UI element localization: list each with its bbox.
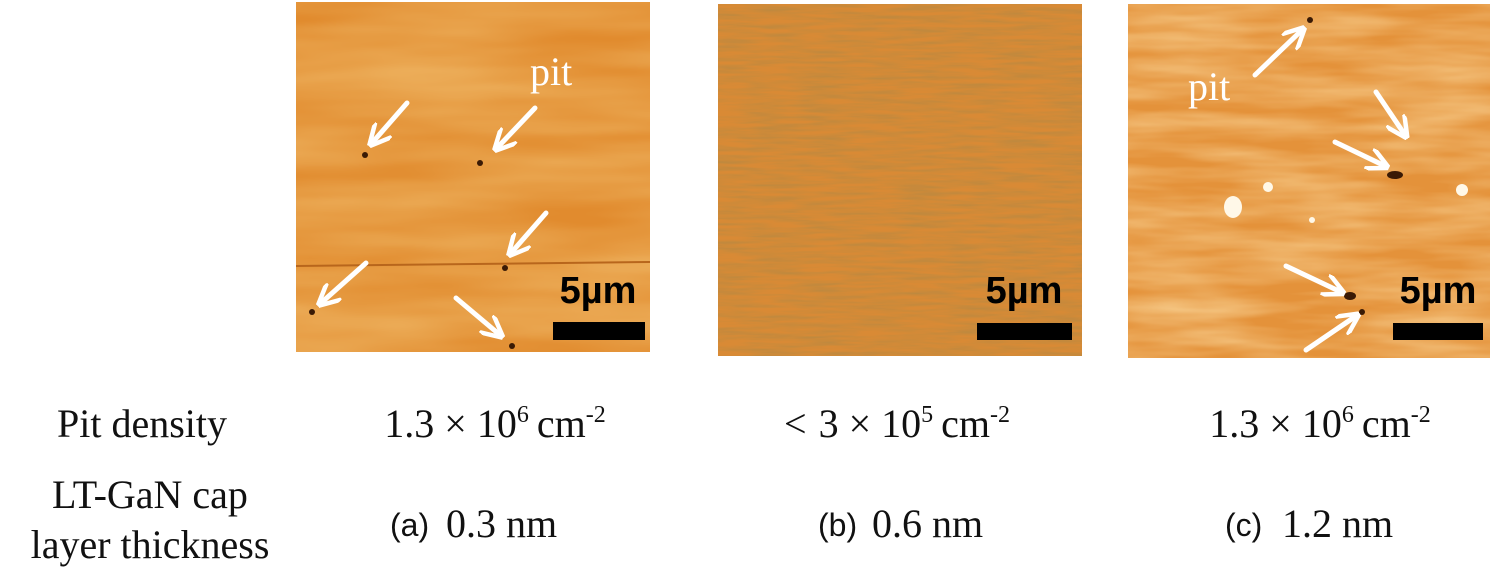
density-base: 3 × 10	[819, 401, 922, 446]
density: 1.3 × 106 cm-2	[1209, 401, 1430, 446]
scale-bar	[553, 322, 645, 340]
afm-image-c: pit 5µm	[1128, 4, 1490, 358]
row-label: Pit density	[57, 401, 227, 446]
scale-bar	[977, 323, 1072, 340]
row-label: LT-GaN cap	[52, 472, 248, 517]
density: 1.3 × 106 cm-2	[384, 401, 605, 446]
scale-bar-label: 5µm	[1400, 270, 1477, 312]
afm-image-b: 5µm	[718, 4, 1082, 356]
density-unit-exp: -2	[586, 402, 606, 428]
afm-image-a: pit 5µm	[295, 2, 651, 352]
density-unit-exp: -2	[990, 402, 1010, 428]
scale-bar-label: 5µm	[986, 270, 1063, 312]
thickness: 1.2 nm	[1282, 501, 1393, 546]
density-exp: 5	[921, 402, 933, 428]
panel-label: (c)	[1225, 507, 1262, 543]
density-base: 1.3 × 10	[1209, 401, 1342, 446]
density-unit: cm	[1362, 401, 1411, 446]
scale-bar-label: 5µm	[560, 270, 637, 312]
row-label: layer thickness	[31, 522, 270, 567]
thickness: 0.6 nm	[872, 501, 983, 546]
annotation: pit	[530, 49, 572, 94]
annotation: pit	[1188, 64, 1230, 109]
density-exp: 6	[1342, 402, 1354, 428]
density-unit: cm	[537, 401, 586, 446]
density-unit-exp: -2	[1411, 402, 1431, 428]
density: <3 × 105 cm-2	[784, 401, 1010, 446]
scale-bar	[1393, 323, 1483, 340]
density-base: 1.3 × 10	[384, 401, 517, 446]
density-prefix: <	[784, 401, 807, 446]
thickness: 0.3 nm	[446, 501, 557, 546]
panel-label: (b)	[818, 507, 857, 543]
density-unit: cm	[941, 401, 990, 446]
panel-label: (a)	[390, 507, 429, 543]
density-exp: 6	[517, 402, 529, 428]
